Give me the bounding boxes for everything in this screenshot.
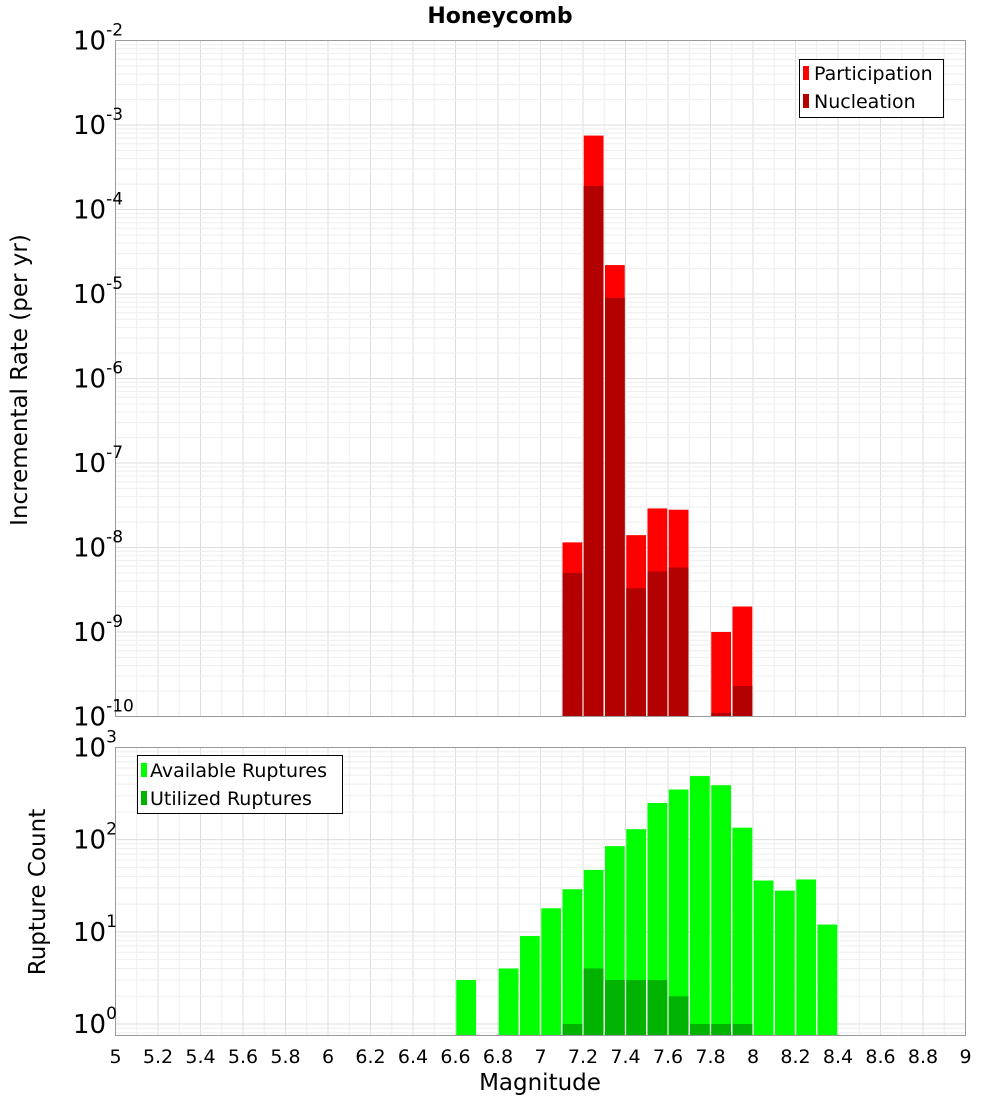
top-y-tick-exponent: -8 [106, 528, 123, 548]
x-tick-labels: 5 5.2 5.4 5.6 5.8 6 6.2 6.4 6.6 6.8 7 7.2 7.4 7.6 7.8 8… [109, 1046, 971, 1068]
x-tick-label: 6.6 [440, 1046, 470, 1068]
bottom-bar-available-ruptures [775, 890, 795, 1036]
x-tick-label: 7.2 [568, 1046, 598, 1068]
top-y-tick-exponent: -4 [106, 190, 123, 210]
x-tick-label: 9 [959, 1046, 971, 1068]
bottom-y-tick-label: 103 [73, 728, 117, 764]
bottom-bar-available-ruptures [796, 879, 816, 1036]
bottom-bar-utilized-ruptures [690, 1023, 710, 1036]
bottom-bar-available-ruptures [668, 789, 689, 1036]
top-y-tick-exponent: -10 [106, 697, 134, 717]
x-tick-label: 8.4 [823, 1046, 853, 1068]
bottom-bar-available-ruptures [562, 889, 583, 1036]
top-y-tick-exponent: -5 [106, 274, 123, 294]
x-tick-label: 6.4 [398, 1046, 428, 1068]
top-bar-nucleation [647, 571, 668, 717]
legend-utilized: Utilized Ruptures [150, 788, 312, 810]
bottom-bar-utilized-ruptures [626, 980, 646, 1036]
top-bar-nucleation [583, 185, 604, 717]
bottom-bar-available-ruptures [520, 936, 540, 1036]
x-tick-label: 7.4 [610, 1046, 640, 1068]
x-tick-label: 5.8 [270, 1046, 300, 1068]
bottom-bar-utilized-ruptures [711, 1023, 731, 1036]
bottom-plot-frame [115, 747, 966, 1036]
bottom-bar-utilized-ruptures [732, 1023, 753, 1036]
top-bar-participation [711, 632, 731, 717]
top-y-tick-label: 10-4 [73, 190, 123, 226]
bottom-bar-utilized-ruptures [605, 980, 625, 1036]
x-tick-label: 7.6 [653, 1046, 683, 1068]
x-tick-label: 7.8 [695, 1046, 725, 1068]
top-bar-nucleation [605, 297, 625, 717]
bottom-bar-utilized-ruptures [562, 1023, 583, 1036]
top-bar-nucleation [668, 567, 689, 717]
bottom-bar-available-ruptures [817, 924, 838, 1036]
bottom-y-tick-label: 100 [73, 1004, 117, 1040]
legend-available: Available Ruptures [150, 760, 327, 782]
bottom-y-tick-exponent: 3 [106, 728, 117, 748]
top-y-tick-exponent: -9 [106, 612, 123, 632]
top-y-tick-label: 10-3 [73, 105, 123, 141]
utilized-swatch [141, 791, 147, 805]
bottom-bar-available-ruptures [690, 776, 710, 1036]
top-bar-nucleation [562, 572, 583, 717]
top-y-tick-exponent: -7 [106, 443, 123, 463]
top-plot-grid [115, 40, 966, 717]
bottom-y-tick-label: 102 [73, 820, 117, 856]
bottom-y-tick-exponent: 0 [106, 1004, 117, 1024]
top-y-tick-label: 10-10 [73, 697, 134, 733]
chart-title: Honeycomb [427, 4, 572, 29]
x-tick-label: 5.2 [143, 1046, 173, 1068]
x-tick-label: 5.6 [228, 1046, 258, 1068]
participation-swatch [803, 66, 809, 80]
x-tick-label: 5 [109, 1046, 121, 1068]
bottom-y-axis-label: Rupture Count [25, 809, 51, 975]
x-tick-label: 8.2 [780, 1046, 810, 1068]
bottom-bar-utilized-ruptures [668, 996, 689, 1036]
available-swatch [141, 763, 147, 777]
top-y-tick-labels: 10-210-310-410-510-610-710-810-910-10 [73, 21, 134, 733]
x-tick-label: 8 [747, 1046, 759, 1068]
bottom-bar-available-ruptures [711, 785, 731, 1036]
x-tick-label: 5.4 [185, 1046, 215, 1068]
top-y-tick-exponent: -2 [106, 21, 123, 41]
bottom-bar-utilized-ruptures [647, 980, 668, 1036]
x-tick-label: 6 [322, 1046, 334, 1068]
nucleation-swatch [803, 94, 809, 108]
bottom-bar-available-ruptures [732, 827, 753, 1036]
bottom-legend-box [137, 755, 343, 814]
top-plot-frame [115, 40, 966, 717]
top-y-tick-exponent: -6 [106, 359, 123, 379]
top-y-tick-label: 10-5 [73, 274, 123, 310]
bottom-y-tick-label: 101 [73, 912, 117, 948]
top-bar-nucleation [732, 685, 753, 717]
bottom-bar-available-ruptures [456, 980, 476, 1036]
x-tick-label: 8.6 [865, 1046, 895, 1068]
bottom-legend: Available Ruptures Utilized Ruptures [137, 755, 343, 814]
legend-nucleation: Nucleation [814, 91, 916, 113]
x-tick-label: 6.8 [483, 1046, 513, 1068]
x-tick-label: 8.8 [908, 1046, 938, 1068]
bottom-y-tick-exponent: 2 [106, 820, 117, 840]
top-legend-box [799, 59, 944, 118]
top-y-axis-label: Incremental Rate (per yr) [7, 234, 33, 526]
bottom-y-tick-exponent: 1 [106, 912, 117, 932]
x-tick-label: 7 [534, 1046, 546, 1068]
bottom-bar-available-ruptures [647, 802, 668, 1036]
top-bar-nucleation [711, 713, 731, 717]
bottom-bar-available-ruptures [753, 880, 774, 1036]
x-axis-label: Magnitude [479, 1070, 601, 1096]
top-y-tick-exponent: -3 [106, 105, 123, 125]
top-plot-bars [562, 135, 753, 717]
bottom-bar-utilized-ruptures [583, 968, 604, 1036]
x-tick-label: 6.2 [355, 1046, 385, 1068]
bottom-bar-available-ruptures [498, 968, 519, 1036]
top-legend: Participation Nucleation [799, 59, 944, 118]
legend-participation: Participation [814, 63, 933, 85]
bottom-bar-available-ruptures [541, 908, 561, 1036]
bottom-plot-bars [456, 776, 838, 1036]
top-bar-nucleation [626, 588, 646, 717]
